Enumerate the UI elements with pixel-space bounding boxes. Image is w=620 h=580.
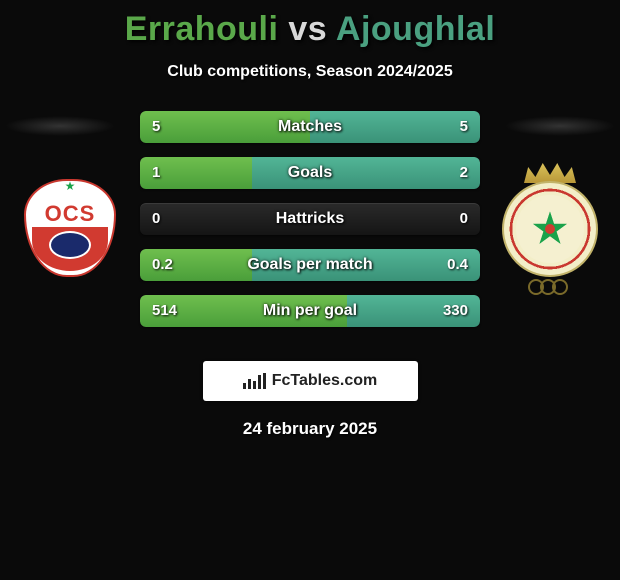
- date-text: 24 february 2025: [0, 419, 620, 439]
- stat-label: Goals per match: [140, 249, 480, 281]
- comparison-title: Errahouli vs Ajoughlal: [0, 0, 620, 49]
- stat-row: 00Hattricks: [140, 203, 480, 235]
- ocs-crest-icon: ★ OCS: [20, 173, 120, 283]
- team-badge-right: ★: [500, 173, 600, 283]
- stat-label: Matches: [140, 111, 480, 143]
- stat-row: 12Goals: [140, 157, 480, 189]
- stat-label: Hattricks: [140, 203, 480, 235]
- stats-bars: 55Matches 12Goals 00Hattricks 0.20.4Goals p…: [140, 111, 480, 341]
- comparison-panel: ★ OCS ★ 55Matches 12Goals 00Hattricks 0.20.…: [0, 111, 620, 341]
- bar-chart-icon: [243, 373, 266, 389]
- badge-shadow-left: [5, 116, 115, 136]
- team-badge-left: ★ OCS: [20, 173, 120, 283]
- source-badge: FcTables.com: [203, 361, 418, 401]
- source-brand-text: FcTables.com: [272, 372, 378, 390]
- stat-row: 55Matches: [140, 111, 480, 143]
- ocs-crest-text: OCS: [20, 201, 120, 227]
- subtitle: Club competitions, Season 2024/2025: [0, 63, 620, 81]
- player2-name: Ajoughlal: [336, 10, 495, 48]
- stat-row: 0.20.4Goals per match: [140, 249, 480, 281]
- stat-label: Min per goal: [140, 295, 480, 327]
- stat-row: 514330Min per goal: [140, 295, 480, 327]
- far-crest-icon: ★: [500, 163, 600, 293]
- player1-name: Errahouli: [125, 10, 279, 48]
- stat-label: Goals: [140, 157, 480, 189]
- vs-separator: vs: [288, 10, 327, 48]
- badge-shadow-right: [505, 116, 615, 136]
